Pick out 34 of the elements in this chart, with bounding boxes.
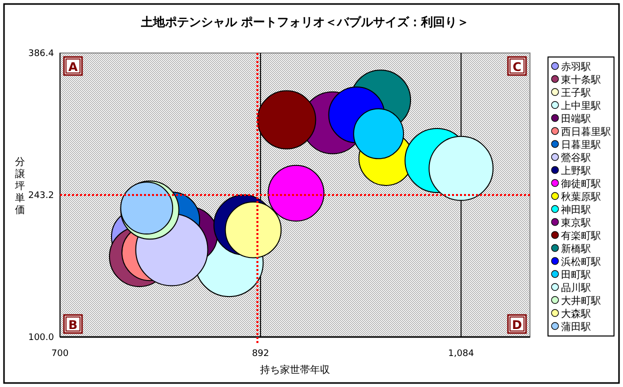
annotation: C: [512, 60, 522, 74]
y-tick-label: 100.0: [28, 333, 54, 343]
chart-title: 土地ポテンシャル ポートフォリオ＜バブルサイズ：利回り＞: [140, 15, 470, 29]
y-axis-title: 分譲坪単価: [14, 156, 25, 216]
x-tick-label: 700: [51, 349, 69, 359]
legend-label: 赤羽駅: [561, 61, 591, 73]
legend-label: 田端駅: [561, 113, 591, 125]
legend-label: 東十条駅: [561, 74, 601, 86]
annotation: B: [68, 318, 78, 332]
legend-label: 日暮里駅: [561, 139, 601, 151]
legend-label: 田町駅: [561, 270, 591, 281]
x-axis-title: 持ち家世帯年収: [260, 364, 330, 376]
legend-label: 品川駅: [561, 282, 591, 294]
annotation: A: [68, 60, 78, 74]
y-tick-label: 243.2: [28, 191, 54, 201]
legend-label: 王子駅: [561, 88, 591, 99]
legend-label: 東京駅: [561, 217, 591, 229]
legend-label: 御徒町駅: [561, 178, 601, 190]
x-tick-label: 1,084: [448, 349, 474, 359]
legend-label: 上野駅: [561, 165, 591, 177]
legend-label: 浜松町駅: [561, 256, 601, 268]
legend-label: 秋葉原駅: [561, 191, 601, 203]
x-tick-label: 892: [252, 349, 270, 359]
legend-label: 大井町駅: [561, 295, 601, 307]
legend-label: 西日暮里駅: [561, 126, 611, 138]
legend-label: 新橋駅: [561, 243, 591, 255]
legend-label: 有楽町駅: [561, 230, 601, 242]
legend-label: 上中里駅: [561, 100, 601, 112]
legend-label: 大森駅: [561, 308, 591, 320]
legend-label: 蒲田駅: [561, 321, 591, 333]
y-tick-label: 386.4: [28, 49, 54, 59]
legend-label: 鶯谷駅: [561, 152, 591, 164]
annotation: D: [512, 318, 522, 332]
legend-label: 神田駅: [561, 204, 591, 216]
